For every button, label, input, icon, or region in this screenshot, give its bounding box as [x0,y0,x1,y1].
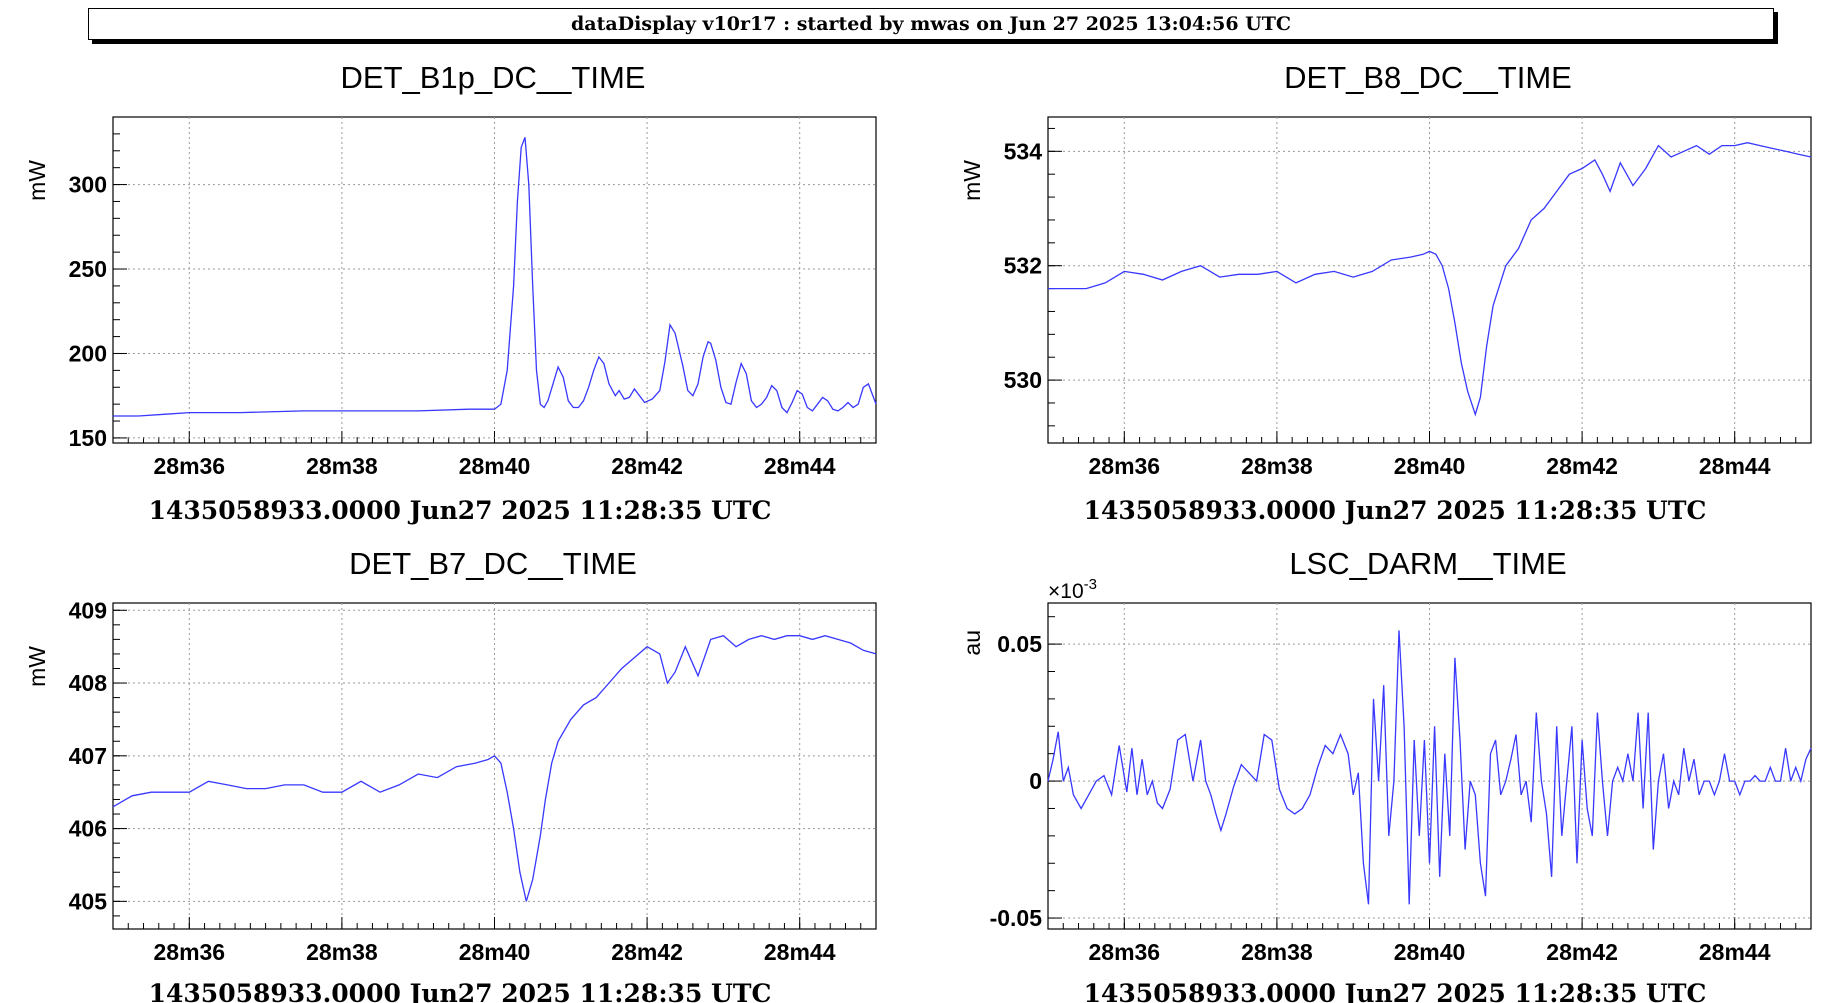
x-axis-title: 1435058933.0000 Jun27 2025 11:28:35 UTC [1084,979,1707,1003]
panel-title: DET_B8_DC__TIME [1284,60,1572,95]
panel-det-b1p: DET_B1p_DC__TIME mW 28m36 28m38 28m40 28m42… [24,60,877,525]
x-tick-label: 28m36 [1088,939,1160,965]
y-exponent-label: ×10-3 [1048,576,1097,603]
x-tick-label: 28m44 [1699,453,1771,479]
series-line [1047,630,1812,905]
header-title-box: dataDisplay v10r17 : started by mwas on … [88,8,1774,40]
y-tick-label: 200 [69,340,107,366]
series-line [112,634,877,902]
panel-title: LSC_DARM__TIME [1289,546,1566,581]
plot-area: 28m36 28m38 28m40 28m42 28m44 405 406 407 408 409 [69,597,877,965]
plot-area: 28m36 28m38 28m40 28m42 28m44 150 200 250 300 [69,116,877,479]
plot-frame [1047,602,1812,930]
plot-area: 28m36 28m38 28m40 28m42 28m44 530 532 534 [1004,117,1812,479]
plot-area: 28m36 28m38 28m40 28m42 28m44 -0.05 0 0.05 [990,603,1812,965]
y-tick-label: 405 [69,888,108,914]
panel-det-b8: DET_B8_DC__TIME mW 28m36 28m38 28m40 28m42 2… [959,60,1812,525]
y-tick-label: 150 [69,425,107,451]
y-axis-label: au [959,630,985,656]
plot-frame [112,116,877,444]
panel-title: DET_B1p_DC__TIME [341,60,646,95]
x-tick-label: 28m42 [611,453,683,479]
y-axis-label: mW [24,646,50,687]
x-tick-label: 28m38 [1241,453,1313,479]
panel-det-b7: DET_B7_DC__TIME mW 28m36 28m38 28m40 28m42 2… [24,546,877,1003]
x-tick-label: 28m40 [459,939,531,965]
y-tick-label: 532 [1004,253,1042,279]
y-tick-label: 408 [69,670,108,696]
x-tick-label: 28m36 [153,453,225,479]
x-axis-title: 1435058933.0000 Jun27 2025 11:28:35 UTC [1084,496,1707,525]
x-tick-label: 28m36 [153,939,225,965]
x-tick-label: 28m44 [764,453,836,479]
x-tick-label: 28m38 [306,453,378,479]
y-tick-label: 534 [1004,138,1043,164]
y-tick-label: 407 [69,743,107,769]
x-tick-label: 28m40 [459,453,531,479]
x-tick-label: 28m42 [611,939,683,965]
x-tick-label: 28m40 [1394,939,1466,965]
header-title: dataDisplay v10r17 : started by mwas on … [571,13,1291,35]
x-tick-label: 28m38 [306,939,378,965]
series-line [1048,142,1812,417]
y-tick-label: 0 [1029,768,1042,794]
x-tick-label: 28m42 [1546,453,1618,479]
y-tick-label: 0.05 [997,631,1042,657]
y-axis-label: mW [24,160,50,201]
x-axis-title: 1435058933.0000 Jun27 2025 11:28:35 UTC [149,979,772,1003]
x-axis-title: 1435058933.0000 Jun27 2025 11:28:35 UTC [149,496,772,525]
y-tick-label: 406 [69,816,107,842]
panel-title: DET_B7_DC__TIME [349,546,637,581]
y-tick-label: 300 [69,172,107,198]
panel-lsc-darm: LSC_DARM__TIME au ×10-3 28m36 28m38 28m40 2… [959,546,1812,1003]
x-tick-label: 28m44 [764,939,836,965]
y-tick-label: 409 [69,597,107,623]
x-tick-label: 28m38 [1241,939,1313,965]
y-tick-label: -0.05 [990,905,1043,931]
y-axis-label: mW [959,160,985,201]
plot-frame [112,602,877,930]
x-tick-label: 28m40 [1394,453,1466,479]
x-tick-label: 28m42 [1546,939,1618,965]
x-tick-label: 28m44 [1699,939,1771,965]
x-tick-label: 28m36 [1088,453,1160,479]
series-line [113,137,877,417]
y-tick-label: 530 [1004,367,1042,393]
y-tick-label: 250 [69,256,107,282]
